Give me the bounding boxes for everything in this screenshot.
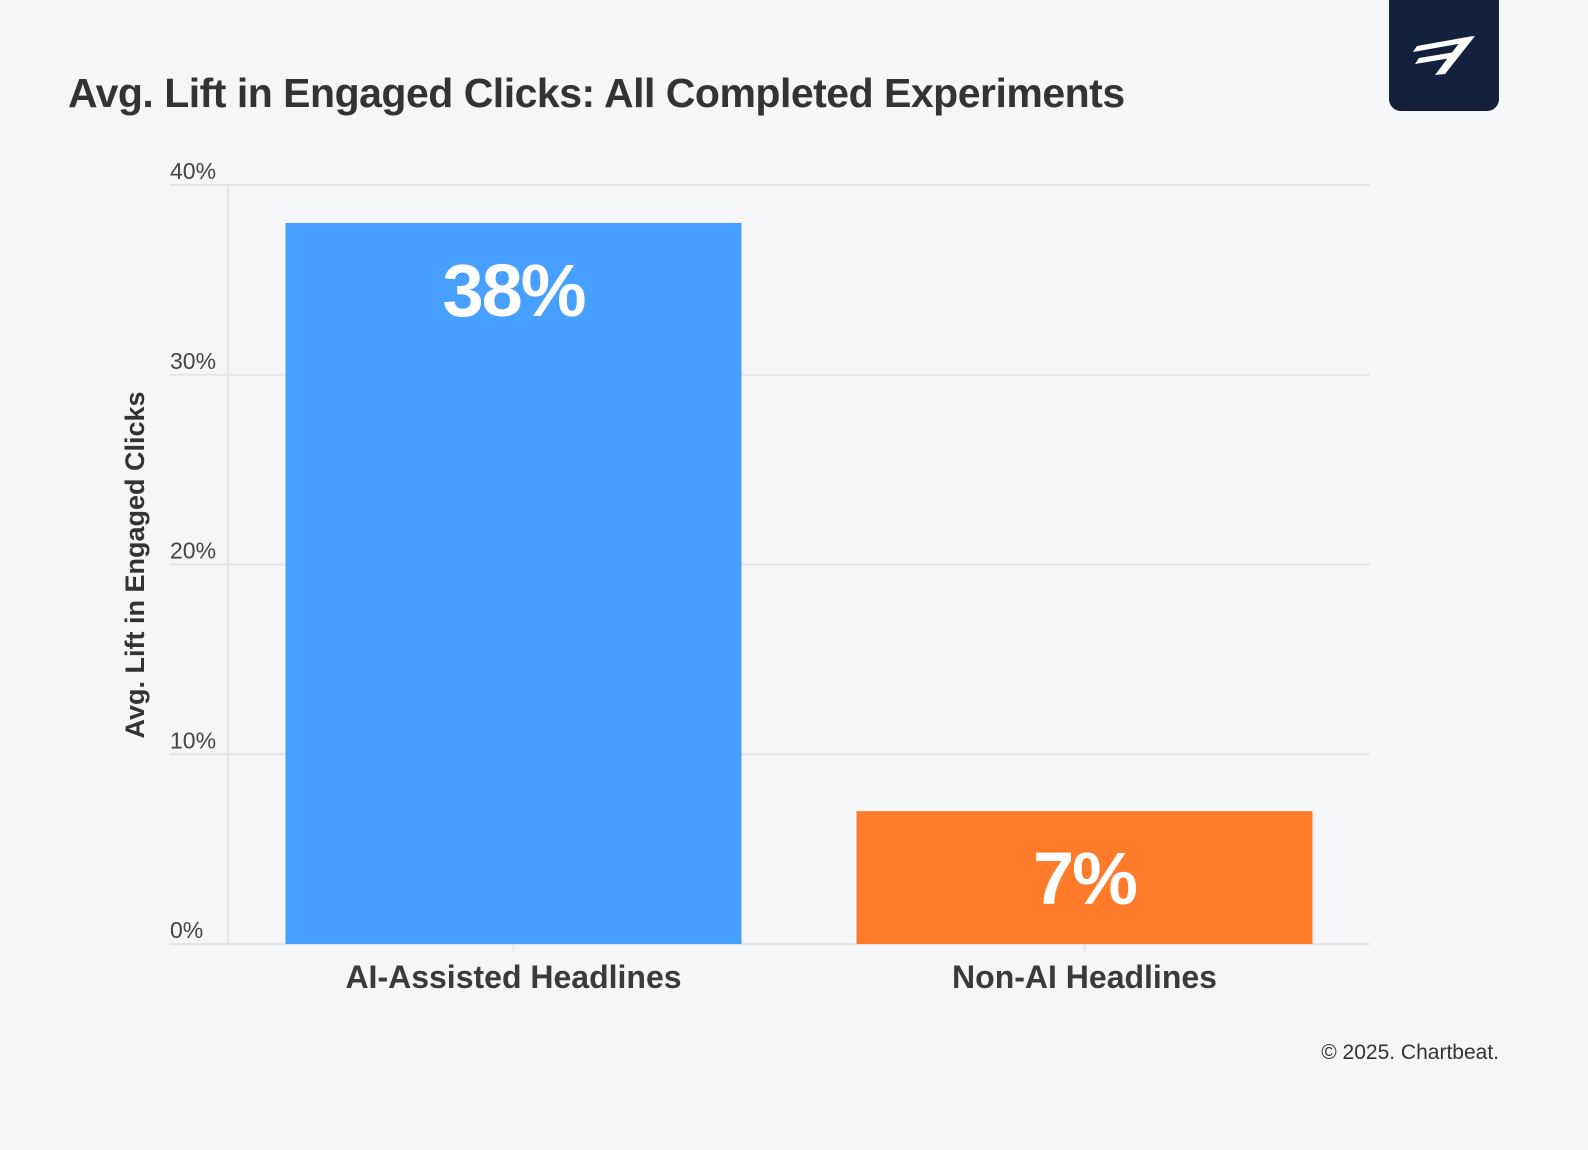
y-axis-title: Avg. Lift in Engaged Clicks (120, 391, 150, 738)
x-category-label: AI-Assisted Headlines (345, 959, 681, 995)
bars (285, 222, 1313, 944)
copyright-text: © 2025. Chartbeat. (1321, 1041, 1499, 1064)
bar[interactable] (285, 222, 742, 944)
x-category-label: Non-AI Headlines (952, 959, 1217, 995)
logo-mark (1413, 36, 1475, 75)
data-label: 38% (442, 249, 584, 332)
y-tick-label: 20% (170, 538, 216, 564)
data-label: 7% (1033, 837, 1136, 920)
y-tick-label: 10% (170, 727, 216, 753)
y-tick-label: 0% (170, 917, 203, 943)
y-tick-label: 40% (170, 158, 216, 184)
x-axis-categories: AI-Assisted Headlines Non-AI Headlines (345, 959, 1217, 995)
y-tick-label: 30% (170, 348, 216, 374)
chartbeat-logo-icon[interactable] (1389, 0, 1499, 111)
chart-title: Avg. Lift in Engaged Clicks: All Complet… (68, 70, 1125, 116)
bar[interactable] (856, 811, 1313, 944)
y-axis-ticks: 0% 10% 20% 30% 40% (170, 158, 216, 943)
data-labels: 38% 7% (442, 249, 1138, 920)
